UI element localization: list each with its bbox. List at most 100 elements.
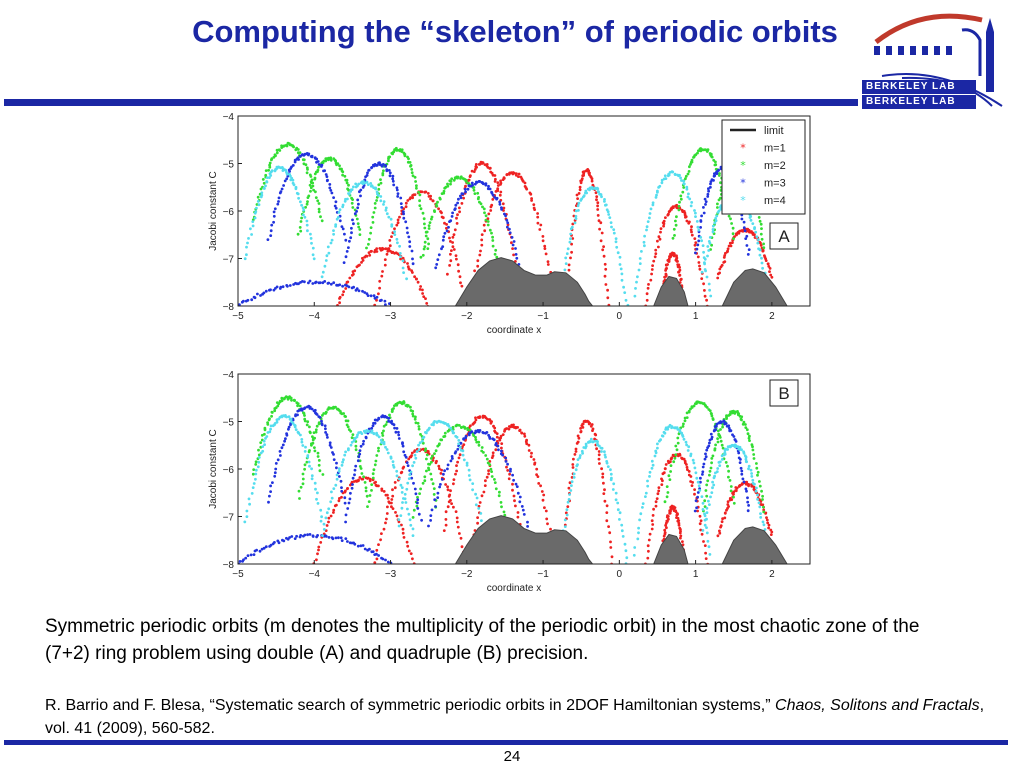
point-m=1 — [664, 272, 668, 276]
point-m=3 — [353, 473, 356, 477]
point-m=2 — [357, 225, 361, 229]
x-tick-label: 2 — [769, 311, 775, 322]
point-m=3 — [329, 189, 333, 192]
point-m=4 — [636, 537, 640, 541]
point-m=1 — [400, 470, 404, 474]
point-m=3 — [328, 443, 332, 447]
point-m=4 — [324, 259, 328, 262]
point-m=4 — [402, 497, 405, 500]
point-m=4 — [684, 440, 688, 444]
point-m=1 — [413, 275, 416, 279]
point-m=4 — [364, 431, 367, 434]
point-m=1 — [665, 526, 668, 530]
point-m=1 — [458, 210, 461, 214]
point-m=2 — [716, 202, 719, 206]
point-m=4 — [761, 266, 764, 270]
point-m=2 — [672, 460, 676, 464]
point-m=1 — [543, 244, 547, 248]
point-m=2 — [367, 500, 371, 503]
point-m=1 — [719, 524, 723, 528]
point-m=4 — [421, 439, 424, 443]
point-m=1 — [375, 247, 379, 251]
point-m=1 — [540, 490, 544, 493]
point-m=1 — [426, 192, 430, 195]
point-m=1 — [659, 230, 662, 234]
point-m=3 — [384, 558, 387, 562]
point-m=1 — [410, 454, 413, 458]
point-m=2 — [726, 464, 729, 468]
point-m=3 — [259, 294, 262, 297]
point-m=1 — [605, 504, 609, 508]
point-m=4 — [705, 506, 709, 510]
point-m=2 — [423, 245, 427, 249]
point-m=2 — [402, 401, 406, 405]
point-m=1 — [391, 507, 395, 510]
point-m=3 — [268, 494, 271, 498]
point-m=2 — [303, 463, 307, 467]
point-m=1 — [493, 180, 497, 183]
point-m=2 — [690, 160, 694, 164]
point-m=2 — [296, 404, 299, 408]
point-m=3 — [504, 460, 508, 463]
point-m=4 — [762, 523, 766, 527]
point-m=2 — [716, 437, 719, 440]
point-m=3 — [323, 424, 327, 428]
point-m=1 — [452, 505, 455, 509]
point-m=2 — [347, 183, 350, 187]
point-m=4 — [465, 461, 469, 465]
point-m=3 — [732, 435, 736, 438]
point-m=2 — [268, 165, 272, 169]
point-m=3 — [484, 183, 488, 187]
point-m=2 — [366, 505, 369, 508]
point-m=4 — [637, 268, 641, 272]
point-m=1 — [441, 216, 445, 220]
point-m=3 — [287, 425, 291, 429]
point-m=1 — [365, 254, 369, 258]
point-m=3 — [504, 456, 508, 460]
point-m=3 — [348, 497, 352, 501]
point-m=2 — [485, 457, 489, 461]
point-m=3 — [290, 535, 294, 538]
point-m=3 — [346, 540, 349, 543]
panel-label-box — [769, 379, 799, 407]
point-m=4 — [261, 449, 265, 453]
point-m=3 — [399, 202, 403, 205]
point-m=1 — [401, 527, 405, 531]
point-m=2 — [275, 151, 279, 155]
point-m=3 — [512, 240, 516, 243]
point-m=1 — [317, 548, 320, 552]
point-m=2 — [412, 508, 416, 512]
point-m=4 — [756, 498, 759, 501]
berkeley-lab-logo-graphic — [874, 13, 1003, 107]
point-m=1 — [482, 223, 486, 227]
point-m=3 — [324, 173, 328, 176]
point-m=2 — [696, 151, 699, 155]
x-tick-label: −3 — [385, 569, 397, 580]
point-m=4 — [572, 472, 576, 476]
point-m=2 — [426, 247, 430, 251]
point-m=1 — [650, 519, 654, 523]
point-m=1 — [488, 166, 492, 170]
point-m=1 — [602, 245, 605, 249]
point-m=1 — [411, 196, 414, 200]
point-m=1 — [693, 243, 697, 247]
point-m=1 — [358, 263, 361, 267]
point-m=2 — [744, 426, 748, 429]
point-m=2 — [475, 440, 479, 444]
point-m=1 — [402, 536, 406, 539]
slide-title: Computing the “skeleton” of periodic orb… — [192, 14, 838, 49]
point-m=2 — [434, 203, 438, 206]
point-m=4 — [703, 257, 707, 261]
point-m=1 — [402, 465, 406, 469]
point-m=1 — [455, 464, 458, 467]
point-m=4 — [751, 222, 755, 225]
point-m=1 — [484, 479, 487, 483]
point-m=4 — [428, 426, 431, 430]
point-m=1 — [346, 280, 350, 284]
point-m=1 — [421, 292, 424, 295]
point-m=4 — [660, 181, 664, 185]
point-m=1 — [507, 427, 511, 431]
point-m=1 — [483, 163, 487, 166]
point-m=3 — [343, 232, 346, 236]
point-m=4 — [600, 450, 603, 453]
